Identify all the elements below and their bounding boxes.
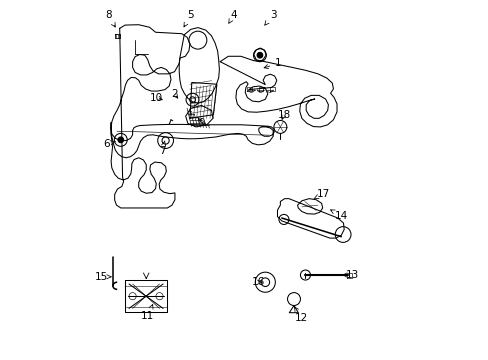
Text: 13: 13 — [342, 270, 358, 280]
Text: 3: 3 — [264, 10, 276, 25]
Circle shape — [118, 137, 123, 143]
Text: 4: 4 — [228, 10, 237, 23]
Text: 9: 9 — [198, 118, 204, 128]
Text: 8: 8 — [105, 10, 115, 27]
Text: 2: 2 — [171, 89, 178, 99]
Text: 6: 6 — [103, 139, 115, 149]
Circle shape — [257, 52, 262, 58]
Text: 17: 17 — [313, 189, 329, 199]
Text: 7: 7 — [159, 141, 165, 156]
Text: 1: 1 — [264, 58, 281, 69]
Text: 10: 10 — [150, 93, 163, 103]
Text: 11: 11 — [141, 305, 154, 321]
Text: 15: 15 — [94, 272, 111, 282]
Text: 14: 14 — [330, 210, 347, 221]
Text: 5: 5 — [183, 10, 194, 27]
Text: 12: 12 — [294, 307, 308, 323]
Text: 16: 16 — [252, 277, 265, 287]
Text: 18: 18 — [277, 111, 290, 121]
